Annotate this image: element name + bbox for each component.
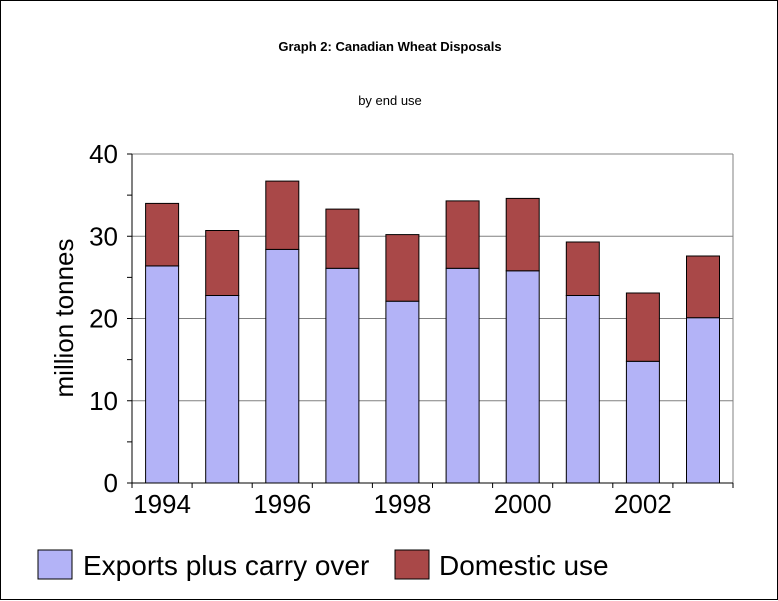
bar-domestic-1998 xyxy=(385,234,420,302)
bar-exports-2001 xyxy=(565,295,600,484)
bar-domestic-1994 xyxy=(145,202,180,267)
bar-exports-1995 xyxy=(205,295,240,484)
bar-domestic-1995 xyxy=(205,230,240,296)
legend: Exports plus carry over Domestic use xyxy=(37,549,609,581)
bar-domestic-2000 xyxy=(505,197,540,272)
y-axis-label: million tonnes xyxy=(49,239,79,398)
x-tick-label: 1998 xyxy=(374,489,432,519)
y-tick-label: 40 xyxy=(89,139,118,169)
x-tick-label: 1994 xyxy=(133,489,191,519)
plot-area: 0 10 20 30 40 1994 1996 1998 2000 2002 xyxy=(89,139,734,519)
y-tick-label: 10 xyxy=(89,386,118,416)
x-tick-label: 2002 xyxy=(614,489,672,519)
bar-domestic-1997 xyxy=(325,208,360,269)
bar-exports-1997 xyxy=(325,267,360,484)
bar-exports-1999 xyxy=(445,267,480,484)
legend-label-exports: Exports plus carry over xyxy=(83,550,369,581)
bar-domestic-2003 xyxy=(686,255,720,319)
bar-exports-1998 xyxy=(385,300,420,484)
legend-swatch-exports xyxy=(37,549,73,580)
bar-exports-1996 xyxy=(265,248,300,484)
bar-exports-2000 xyxy=(505,270,540,484)
y-tick-label: 0 xyxy=(104,468,118,498)
x-tick-label: 2000 xyxy=(494,489,552,519)
bar-exports-2002 xyxy=(625,360,660,484)
y-tick-label: 20 xyxy=(89,304,118,334)
bar-domestic-2002 xyxy=(625,292,660,362)
bar-exports-2003 xyxy=(686,317,720,484)
legend-swatch-domestic xyxy=(394,549,430,580)
bar-domestic-2001 xyxy=(565,241,600,296)
y-tick-label: 30 xyxy=(89,221,118,251)
bar-domestic-1999 xyxy=(445,200,480,269)
bar-domestic-1996 xyxy=(265,180,300,250)
chart-subtitle: by end use xyxy=(358,93,422,108)
bar-exports-1994 xyxy=(145,265,180,484)
chart-title: Graph 2: Canadian Wheat Disposals xyxy=(278,39,501,54)
x-tick-label: 1996 xyxy=(253,489,311,519)
legend-label-domestic: Domestic use xyxy=(439,550,609,581)
